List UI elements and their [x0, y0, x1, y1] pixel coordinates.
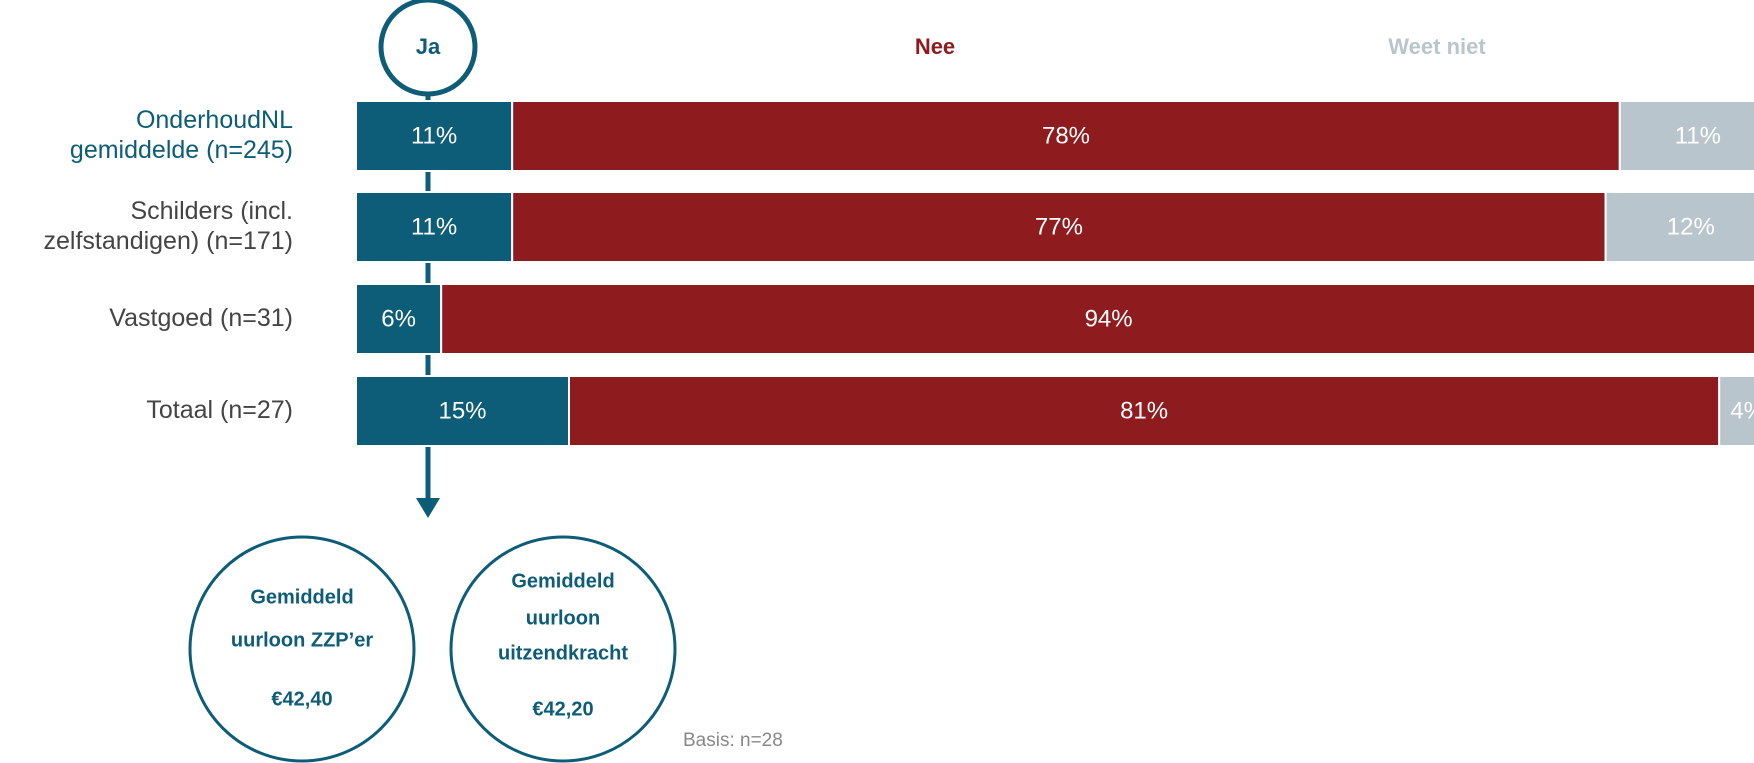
value-label: 15%	[438, 397, 486, 424]
legend-circle	[378, 0, 478, 97]
value-label: 81%	[1120, 397, 1168, 424]
annotation-value: €42,20	[532, 698, 593, 720]
bar-segment	[511, 100, 1621, 172]
value-label: 6%	[381, 305, 416, 332]
legend-label: Weet niet	[1388, 34, 1486, 59]
bar-segment	[1718, 375, 1754, 447]
category-label: Totaal (n=27)	[146, 396, 293, 424]
category-line: zelfstandigen) (n=171)	[44, 227, 293, 255]
bar-segment	[568, 375, 1721, 447]
value-label: 11%	[1675, 122, 1721, 149]
bar-segment	[440, 283, 1754, 355]
legend-label: Ja	[416, 34, 441, 59]
category-line: Schilders (incl.	[130, 197, 293, 225]
value-label: 11%	[411, 213, 457, 240]
annotation-text: Gemiddeld	[511, 570, 614, 592]
bar-segment	[1604, 191, 1754, 263]
value-label: 78%	[1042, 122, 1090, 149]
bar-segment	[511, 191, 1607, 263]
bar-segment	[1618, 100, 1754, 172]
annotation-text: Gemiddeld	[250, 586, 353, 608]
annotation-circle	[188, 535, 416, 763]
category-label: Vastgoed (n=31)	[109, 304, 293, 332]
connector-arrow	[416, 498, 440, 518]
legend-label: Nee	[915, 34, 955, 59]
category-line: Totaal (n=27)	[146, 396, 293, 424]
bar-segment	[355, 100, 514, 172]
value-label: 77%	[1035, 213, 1083, 240]
annotation-text: uurloon ZZP’er	[231, 629, 373, 651]
annotation-value: €42,40	[271, 688, 332, 710]
annotation-text: uitzendkracht	[498, 642, 628, 664]
category-label: Schilders (incl. zelfstandigen) (n=171)	[44, 197, 293, 255]
value-label: 4%	[1730, 397, 1754, 424]
value-label: 94%	[1085, 305, 1133, 332]
category-label: OnderhoudNL gemiddelde (n=245)	[70, 106, 293, 164]
note: Basis: n=28	[683, 730, 783, 751]
annotation-circle	[449, 535, 677, 763]
category-line: Vastgoed (n=31)	[109, 304, 293, 332]
bar-segment	[355, 191, 514, 263]
value-label: 11%	[411, 122, 457, 149]
annotation-text: uurloon	[526, 607, 600, 629]
value-label: 12%	[1667, 213, 1715, 240]
category-line: OnderhoudNL	[136, 106, 293, 134]
category-line: gemiddelde (n=245)	[70, 136, 293, 164]
